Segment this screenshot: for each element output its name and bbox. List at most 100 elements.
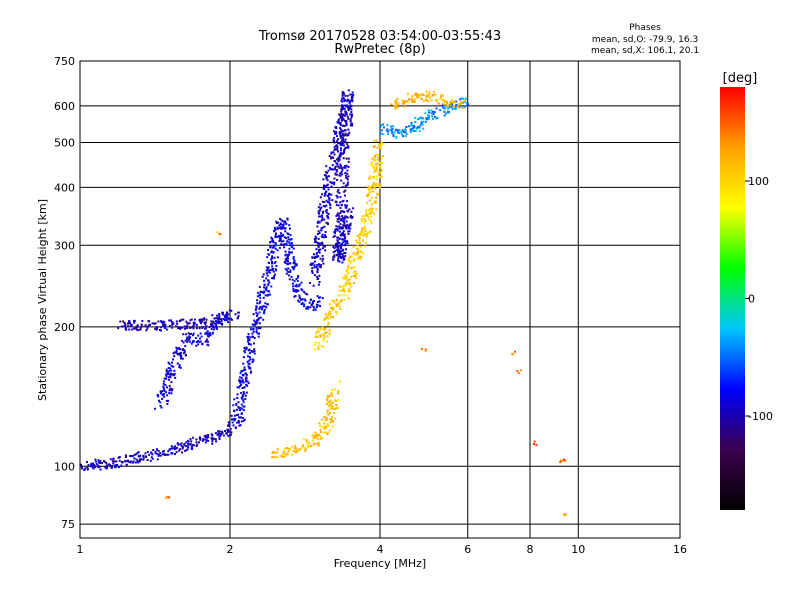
data-point	[336, 139, 339, 142]
data-point	[319, 334, 322, 337]
data-point	[198, 337, 201, 340]
data-point	[83, 468, 86, 471]
data-point	[187, 440, 190, 443]
data-point	[218, 437, 221, 440]
data-point	[269, 245, 272, 248]
data-point	[371, 190, 374, 193]
data-point	[260, 290, 263, 293]
data-point	[124, 323, 127, 326]
data-point	[323, 422, 326, 425]
data-point	[258, 327, 261, 330]
data-point	[210, 433, 213, 436]
data-point	[271, 239, 274, 242]
data-point	[359, 232, 362, 235]
data-point	[442, 99, 445, 102]
data-point	[262, 292, 265, 295]
data-point	[338, 250, 341, 253]
data-point	[284, 267, 287, 270]
data-point	[308, 441, 311, 444]
data-point	[422, 94, 425, 97]
data-point	[148, 453, 151, 456]
data-point	[331, 405, 334, 408]
data-point	[211, 442, 214, 445]
data-point	[285, 272, 288, 275]
data-point	[118, 459, 121, 462]
data-point	[201, 325, 204, 328]
data-point	[411, 100, 414, 103]
data-point	[150, 456, 153, 459]
data-point	[360, 228, 363, 231]
data-point	[350, 260, 353, 263]
data-point	[136, 324, 139, 327]
data-point	[380, 169, 383, 172]
data-point	[315, 265, 318, 268]
data-point	[227, 321, 230, 324]
data-point	[399, 131, 402, 134]
data-point	[262, 273, 265, 276]
data-point	[320, 435, 323, 438]
data-point	[369, 208, 372, 211]
data-point	[183, 444, 186, 447]
data-point	[192, 327, 195, 330]
data-point	[330, 402, 333, 405]
data-point	[227, 421, 230, 424]
data-point	[276, 451, 279, 454]
data-point	[344, 274, 347, 277]
data-point	[273, 256, 276, 259]
data-point	[132, 461, 135, 464]
data-point	[345, 269, 348, 272]
data-point	[342, 137, 345, 140]
data-point	[273, 262, 276, 265]
data-point	[350, 104, 353, 107]
data-point	[183, 442, 186, 445]
data-point	[324, 184, 327, 187]
data-point	[190, 318, 193, 321]
data-point	[262, 296, 265, 299]
data-point	[324, 234, 327, 237]
data-point	[325, 313, 328, 316]
data-point	[192, 436, 195, 439]
data-point	[420, 122, 423, 125]
data-point	[280, 227, 283, 230]
data-point	[346, 169, 349, 172]
data-point	[347, 227, 350, 230]
data-point	[307, 444, 310, 447]
data-point	[336, 240, 339, 243]
data-point	[301, 445, 304, 448]
data-point	[272, 246, 275, 249]
data-point	[416, 95, 419, 98]
data-point	[258, 302, 261, 305]
data-point	[322, 426, 325, 429]
data-point	[119, 320, 122, 323]
data-point	[259, 296, 262, 299]
data-point	[240, 376, 243, 379]
data-point	[330, 182, 333, 185]
data-point	[377, 173, 380, 176]
data-point	[134, 461, 137, 464]
data-point	[249, 336, 252, 339]
data-point	[289, 269, 292, 272]
data-point	[192, 322, 195, 325]
data-point	[330, 193, 333, 196]
data-point	[336, 229, 339, 232]
data-point	[295, 448, 298, 451]
data-point	[184, 344, 187, 347]
data-point	[415, 92, 418, 95]
data-point	[126, 322, 129, 325]
data-point	[419, 124, 422, 127]
data-point	[165, 496, 168, 499]
data-point	[193, 318, 196, 321]
data-point	[306, 445, 309, 448]
data-point	[169, 387, 172, 390]
data-point	[354, 253, 357, 256]
data-point	[86, 467, 89, 470]
data-point	[232, 404, 235, 407]
data-point	[335, 215, 338, 218]
data-point	[248, 359, 251, 362]
data-point	[370, 222, 373, 225]
data-point	[390, 103, 393, 106]
data-point	[340, 107, 343, 110]
data-point	[212, 328, 215, 331]
data-point	[328, 394, 331, 397]
data-point	[347, 225, 350, 228]
